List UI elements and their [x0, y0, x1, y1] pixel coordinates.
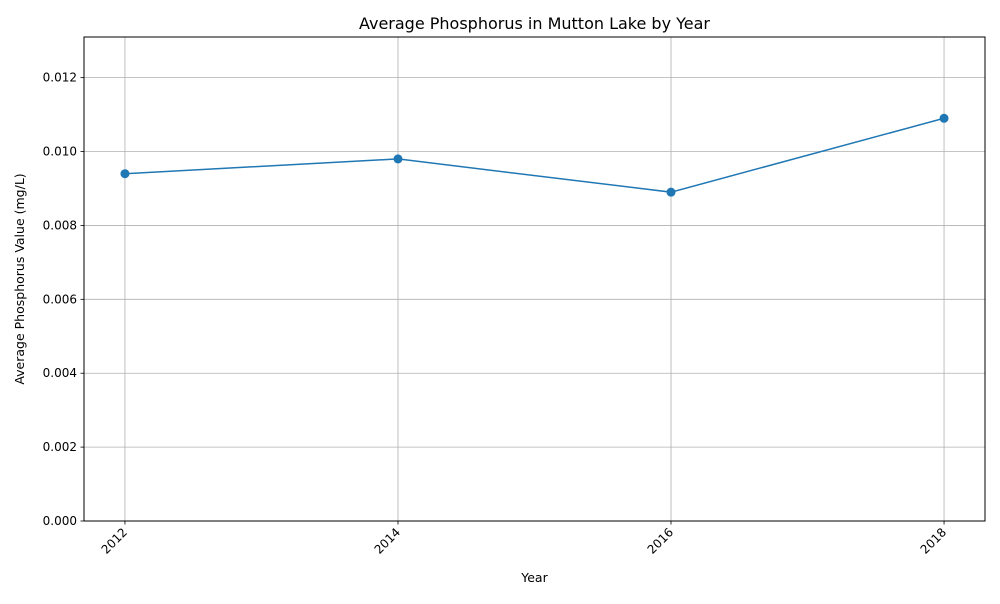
data-point — [120, 169, 130, 179]
chart-title: Average Phosphorus in Mutton Lake by Yea… — [359, 14, 710, 33]
series-layer — [120, 113, 949, 197]
data-point — [939, 113, 949, 123]
data-point — [666, 187, 676, 197]
y-tick-label: 0.004 — [43, 366, 77, 380]
y-tick-label: 0.010 — [43, 145, 77, 159]
plot-frame — [83, 36, 986, 522]
tick-layer: 0.000 0.002 0.004 0.006 0.008 0.010 0.012 2012 2… — [43, 71, 950, 557]
x-axis-label: Year — [520, 570, 548, 585]
y-tick-label: 0.002 — [43, 440, 77, 454]
grid-layer — [84, 37, 985, 522]
y-tick-label: 0.000 — [43, 514, 77, 528]
data-point — [393, 154, 403, 164]
x-tick-label: 2012 — [99, 525, 130, 556]
x-tick-label: 2014 — [372, 525, 403, 556]
y-tick-label: 0.006 — [43, 292, 77, 306]
y-axis-label: Average Phosphorus Value (mg/L) — [12, 173, 27, 384]
x-tick-label: 2018 — [918, 525, 949, 556]
series-line — [124, 117, 945, 193]
y-tick-label: 0.012 — [43, 71, 77, 85]
x-tick-label: 2016 — [645, 525, 676, 556]
y-tick-label: 0.008 — [43, 218, 77, 232]
